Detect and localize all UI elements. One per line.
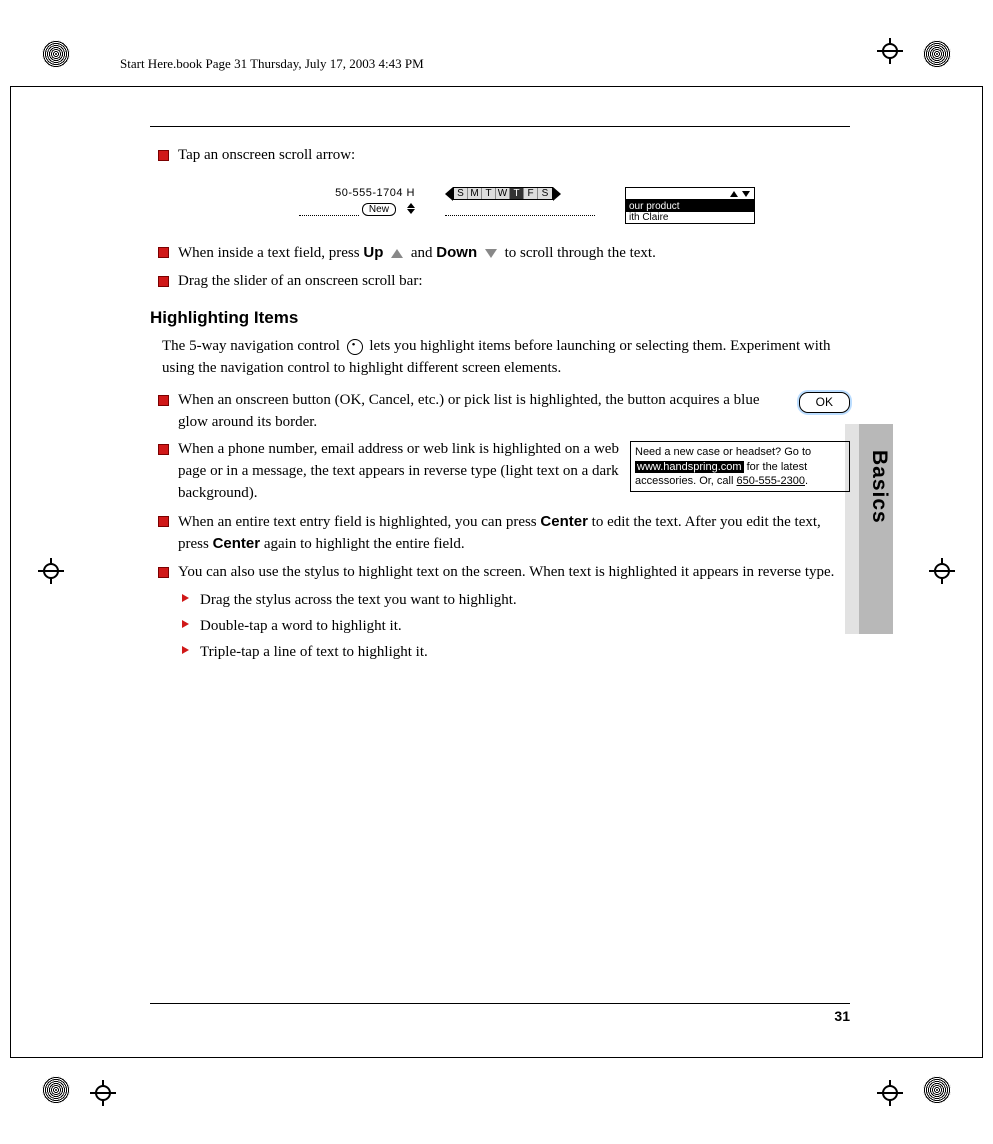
down-triangle-icon <box>485 249 497 258</box>
day-w: W <box>496 188 510 199</box>
page-content: Tap an onscreen scroll arrow: 50-555-170… <box>150 126 850 670</box>
bullet-up-down: When inside a text field, press Up and D… <box>178 242 850 265</box>
example-phone-screenshot: 50-555-1704 H New <box>285 187 415 224</box>
up-triangle-icon <box>391 249 403 258</box>
text-fragment: When inside a text field, press <box>178 245 363 261</box>
new-button: New <box>362 203 396 216</box>
registration-mark-top <box>877 38 903 64</box>
sub-drag: Drag the stylus across the text you want… <box>200 588 850 612</box>
crop-mark-tr <box>923 40 951 68</box>
intro-text: lets you highlight items before launchin… <box>162 338 831 376</box>
text-fragment: You can also use the stylus to highlight… <box>178 564 834 580</box>
day-m: M <box>468 188 482 199</box>
intro-paragraph: The 5-way navigation control lets you hi… <box>150 336 850 380</box>
text-fragment: and <box>407 245 436 261</box>
ok-button-example: OK <box>799 392 850 413</box>
scroll-down-icon <box>742 191 750 197</box>
text-fragment: Need a new case or headset? Go to <box>635 446 811 458</box>
list-header-bar <box>625 187 755 201</box>
day-s2: S <box>538 188 552 199</box>
bullet-center-edit: When an entire text entry field is highl… <box>178 511 850 557</box>
text-fragment: to scroll through the text. <box>501 245 656 261</box>
list-row: ith Claire <box>625 212 755 224</box>
stylus-sub-list: Drag the stylus across the text you want… <box>178 588 850 664</box>
text-fragment: When an entire text entry field is highl… <box>178 514 540 530</box>
day-t: T <box>482 188 496 199</box>
text-fragment: When a phone number, email address or we… <box>178 441 619 501</box>
day-t-selected: T <box>510 188 524 199</box>
heading-highlighting: Highlighting Items <box>150 308 850 328</box>
list-row-highlighted: our product <box>625 201 755 212</box>
running-header: Start Here.book Page 31 Thursday, July 1… <box>120 56 880 72</box>
crop-mark-tl <box>42 40 70 68</box>
crop-mark-bl <box>42 1076 70 1104</box>
right-arrow-icon <box>553 187 561 201</box>
weekday-strip: S M T W T F S <box>453 187 553 200</box>
highlight-bullet-list: OK When an onscreen button (OK, Cancel, … <box>150 390 850 664</box>
key-center-label: Center <box>540 513 588 530</box>
highlighted-link: www.handspring.com <box>635 461 744 473</box>
sub-triple-tap: Triple-tap a line of text to highlight i… <box>200 640 850 664</box>
section-tab-label: Basics <box>867 450 891 524</box>
key-center-label: Center <box>213 535 261 552</box>
bullet-tap-arrow: Tap an onscreen scroll arrow: <box>178 145 850 167</box>
crop-mark-br <box>923 1076 951 1104</box>
sub-double-tap: Double-tap a word to highlight it. <box>200 614 850 638</box>
key-down-label: Down <box>436 244 477 261</box>
example-list-screenshot: our product ith Claire <box>625 187 755 224</box>
content-rule <box>150 126 850 127</box>
nav-control-icon <box>347 339 363 355</box>
text-fragment: When an onscreen button (OK, Cancel, etc… <box>178 392 760 430</box>
scroll-bullet-list-2: When inside a text field, press Up and D… <box>150 242 850 293</box>
bullet-drag-slider: Drag the slider of an onscreen scroll ba… <box>178 271 850 293</box>
message-box-example: Need a new case or headset? Go to www.ha… <box>630 441 850 492</box>
phone-number-text: 50-555-1704 H <box>285 187 415 199</box>
day-s: S <box>454 188 468 199</box>
scroll-bullet-list: Tap an onscreen scroll arrow: <box>150 145 850 167</box>
footer-rule <box>150 1003 850 1004</box>
text-fragment: . <box>805 475 808 487</box>
example-week-screenshot: S M T W T F S <box>445 187 595 224</box>
bullet-reverse-type: Need a new case or headset? Go to www.ha… <box>178 439 850 504</box>
dotted-underline <box>299 215 359 216</box>
key-up-label: Up <box>363 244 383 261</box>
left-arrow-icon <box>445 187 453 201</box>
updown-arrows-icon <box>407 203 415 214</box>
page-footer: 31 <box>150 1003 850 1024</box>
registration-mark-bottom-right <box>877 1080 903 1106</box>
text-fragment: again to highlight the entire field. <box>260 536 465 552</box>
page-number: 31 <box>150 1008 850 1024</box>
scroll-up-icon <box>730 191 738 197</box>
bullet-ok-glow: OK When an onscreen button (OK, Cancel, … <box>178 390 850 434</box>
underlined-phone: 650-555-2300 <box>736 475 805 487</box>
scroll-examples-row: 50-555-1704 H New S M T W T F S <box>150 187 850 224</box>
day-f: F <box>524 188 538 199</box>
registration-mark-bottom-left <box>90 1080 116 1106</box>
bullet-stylus-highlight: You can also use the stylus to highlight… <box>178 562 850 664</box>
